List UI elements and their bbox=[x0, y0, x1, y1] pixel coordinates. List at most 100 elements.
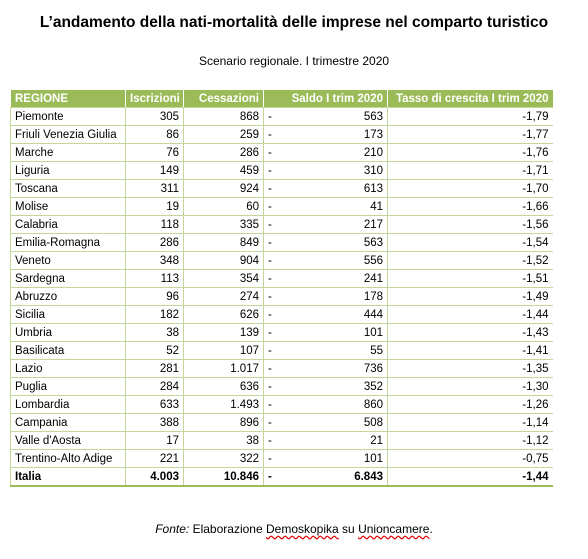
table-cell: -1,66 bbox=[387, 197, 553, 216]
table-cell: 178 bbox=[300, 287, 388, 306]
table-cell: 1.493 bbox=[183, 395, 264, 414]
table-cell: -0,75 bbox=[387, 449, 553, 468]
table-cell: - bbox=[263, 233, 301, 252]
table-row: Umbria 38 139-101 -1,43 bbox=[10, 323, 553, 342]
table-cell: 896 bbox=[183, 413, 264, 432]
table-row: Calabria 118 335-217 -1,56 bbox=[10, 215, 553, 234]
table-cell: -1,76 bbox=[387, 143, 553, 162]
table-cell: 182 bbox=[125, 305, 184, 324]
table-cell: -1,51 bbox=[387, 269, 553, 288]
table-cell: 322 bbox=[183, 449, 264, 468]
table-cell: 335 bbox=[183, 215, 264, 234]
table-cell: Trentino-Alto Adige bbox=[10, 449, 126, 468]
table-cell: Marche bbox=[10, 143, 126, 162]
table-row: Marche 76 286-210 -1,76 bbox=[10, 143, 553, 162]
footer-joiner: su bbox=[342, 522, 355, 536]
table-row: Veneto 348 904-556 -1,52 bbox=[10, 251, 553, 270]
table-cell: Campania bbox=[10, 413, 126, 432]
table-cell: 563 bbox=[300, 107, 388, 126]
title: L’andamento della nati-mortalità delle i… bbox=[39, 14, 549, 31]
table-cell: -1,56 bbox=[387, 215, 553, 234]
table-row: Sicilia 182 626-444 -1,44 bbox=[10, 305, 553, 324]
table-cell: 736 bbox=[300, 359, 388, 378]
table-cell: -1,70 bbox=[387, 179, 553, 198]
footer: Fonte: Elaborazione Demoskopika su Union… bbox=[0, 522, 588, 536]
table-cell: - bbox=[263, 107, 301, 126]
table-cell: -1,52 bbox=[387, 251, 553, 270]
table-cell: - bbox=[263, 143, 301, 162]
table-cell: 348 bbox=[125, 251, 184, 270]
table-cell: 388 bbox=[125, 413, 184, 432]
table-cell: Lazio bbox=[10, 359, 126, 378]
table-cell: 241 bbox=[300, 269, 388, 288]
table-row: Piemonte 305 868-563 -1,79 bbox=[10, 107, 553, 126]
table-cell: 281 bbox=[125, 359, 184, 378]
table-row: Toscana 311 924-613 -1,70 bbox=[10, 179, 553, 198]
table-row: Friuli Venezia Giulia 86 259-173 -1,77 bbox=[10, 125, 553, 144]
table-cell: -1,49 bbox=[387, 287, 553, 306]
table-row: Molise 19 60-41 -1,66 bbox=[10, 197, 553, 216]
table-cell: 613 bbox=[300, 179, 388, 198]
table-cell: Calabria bbox=[10, 215, 126, 234]
footer-text: Elaborazione bbox=[192, 522, 263, 536]
column-header: Iscrizioni bbox=[125, 90, 184, 108]
table-cell: 305 bbox=[125, 107, 184, 126]
table-cell: - bbox=[263, 467, 301, 487]
table-cell: 118 bbox=[125, 215, 184, 234]
table-cell: -1,44 bbox=[387, 305, 553, 324]
table-cell: 636 bbox=[183, 377, 264, 396]
table-cell: 508 bbox=[300, 413, 388, 432]
table-cell: 6.843 bbox=[300, 467, 388, 487]
table-cell: Toscana bbox=[10, 179, 126, 198]
table-cell: 101 bbox=[300, 449, 388, 468]
subtitle: Scenario regionale. I trimestre 2020 bbox=[198, 54, 390, 68]
table-cell: 41 bbox=[300, 197, 388, 216]
table-cell: Basilicata bbox=[10, 341, 126, 360]
table-cell: Abruzzo bbox=[10, 287, 126, 306]
table-cell: 60 bbox=[183, 197, 264, 216]
table-cell: -1,54 bbox=[387, 233, 553, 252]
table-cell: Friuli Venezia Giulia bbox=[10, 125, 126, 144]
table-cell: Lombardia bbox=[10, 395, 126, 414]
table-row: Puglia 284 636-352 -1,30 bbox=[10, 377, 553, 396]
table-cell: 4.003 bbox=[125, 467, 184, 487]
footer-end: . bbox=[429, 522, 433, 536]
table-cell: 10.846 bbox=[183, 467, 264, 487]
table-cell: Veneto bbox=[10, 251, 126, 270]
column-header: Saldo I trim 2020 bbox=[263, 90, 388, 108]
table-cell: -1,41 bbox=[387, 341, 553, 360]
table-cell: - bbox=[263, 251, 301, 270]
table-cell: - bbox=[263, 215, 301, 234]
table-cell: Sardegna bbox=[10, 269, 126, 288]
table-cell: 259 bbox=[183, 125, 264, 144]
table-cell: Italia bbox=[10, 467, 126, 487]
table-cell: 563 bbox=[300, 233, 388, 252]
table-cell: Piemonte bbox=[10, 107, 126, 126]
table-cell: - bbox=[263, 179, 301, 198]
table-cell: - bbox=[263, 305, 301, 324]
table-row: Campania 388 896-508 -1,14 bbox=[10, 413, 553, 432]
table-cell: - bbox=[263, 269, 301, 288]
table-cell: 101 bbox=[300, 323, 388, 342]
table-cell: 556 bbox=[300, 251, 388, 270]
table-cell: 904 bbox=[183, 251, 264, 270]
table-row: Italia 4.003 10.846-6.843 -1,44 bbox=[10, 467, 553, 487]
footer-label: Fonte: bbox=[155, 522, 190, 536]
table-row: Emilia-Romagna 286 849-563 -1,54 bbox=[10, 233, 553, 252]
table-row: Sardegna 113 354-241 -1,51 bbox=[10, 269, 553, 288]
table-cell: -1,79 bbox=[387, 107, 553, 126]
table-cell: - bbox=[263, 125, 301, 144]
table-cell: -1,44 bbox=[387, 467, 553, 487]
table-cell: - bbox=[263, 287, 301, 306]
table-cell: - bbox=[263, 377, 301, 396]
table-cell: 38 bbox=[125, 323, 184, 342]
data-table: REGIONE Iscrizioni Cessazioni Saldo I trim … bbox=[10, 90, 553, 487]
table-row: Lombardia 633 1.493-860 -1,26 bbox=[10, 395, 553, 414]
table-cell: Umbria bbox=[10, 323, 126, 342]
table-cell: 311 bbox=[125, 179, 184, 198]
table-row: Lazio 281 1.017-736 -1,35 bbox=[10, 359, 553, 378]
table-cell: 96 bbox=[125, 287, 184, 306]
table-cell: 139 bbox=[183, 323, 264, 342]
table-cell: -1,35 bbox=[387, 359, 553, 378]
table-row: Abruzzo 96 274-178 -1,49 bbox=[10, 287, 553, 306]
